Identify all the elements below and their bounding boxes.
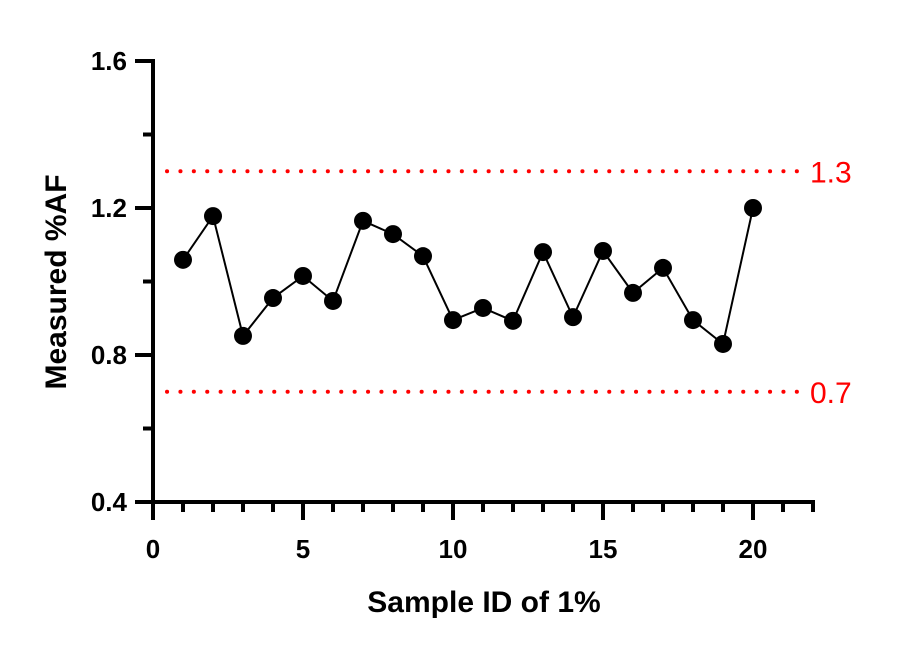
x-tick-label: 0 [146, 534, 160, 564]
data-point [534, 243, 552, 262]
data-point [714, 334, 732, 353]
data-point [594, 241, 612, 260]
y-tick-label: 1.6 [91, 46, 127, 76]
data-point [654, 258, 672, 277]
y-tick-label: 0.8 [91, 340, 127, 370]
x-tick-label: 15 [589, 534, 618, 564]
data-point [384, 225, 402, 244]
data-point [414, 247, 432, 266]
x-tick-label: 10 [439, 534, 468, 564]
series-line [182, 207, 754, 346]
reference-line-label: 1.3 [810, 156, 852, 189]
y-tick-label: 0.4 [91, 487, 128, 517]
x-axis-title: Sample ID of 1% [367, 586, 600, 619]
data-point [744, 199, 762, 217]
data-point [684, 311, 702, 330]
data-point [444, 311, 462, 330]
data-point [294, 266, 312, 285]
data-point [264, 289, 282, 308]
data-point [564, 308, 582, 327]
y-tick-label: 1.2 [91, 193, 127, 223]
y-axis-title: Measured %AF [40, 174, 73, 389]
data-point [324, 291, 342, 310]
data-point [204, 207, 222, 226]
data-point [174, 250, 192, 269]
data-point [354, 211, 372, 230]
x-tick-label: 20 [739, 534, 768, 564]
data-point [504, 311, 522, 330]
data-point [474, 298, 492, 317]
reference-line-label: 0.7 [810, 377, 852, 410]
x-tick-label: 5 [296, 534, 310, 564]
data-point [234, 326, 252, 345]
data-point [624, 283, 642, 302]
